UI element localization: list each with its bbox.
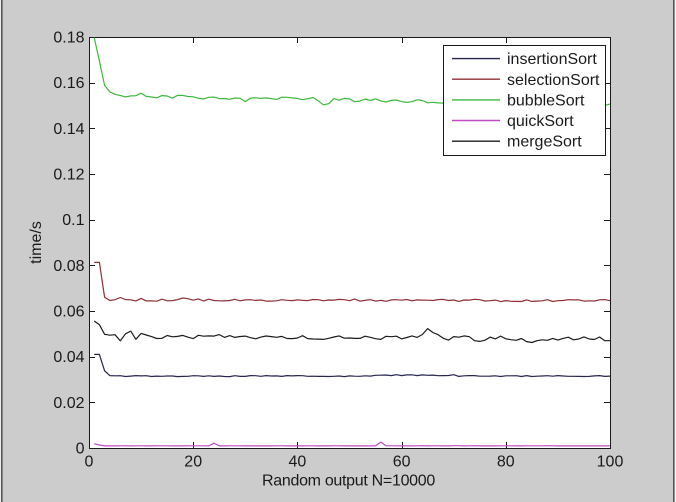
svg-text:60: 60	[393, 454, 411, 471]
svg-text:20: 20	[184, 454, 202, 471]
svg-text:0.12: 0.12	[53, 167, 84, 184]
svg-text:bubbleSort: bubbleSort	[507, 92, 585, 109]
svg-text:0.08: 0.08	[53, 258, 84, 275]
svg-text:0.1: 0.1	[62, 212, 84, 229]
svg-text:time/s: time/s	[28, 221, 45, 264]
svg-text:0.02: 0.02	[53, 395, 84, 412]
svg-text:Random output N=10000: Random output N=10000	[262, 473, 435, 490]
svg-text:40: 40	[289, 454, 307, 471]
svg-text:0.04: 0.04	[53, 349, 84, 366]
svg-text:0: 0	[76, 441, 85, 458]
svg-text:insertionSort: insertionSort	[507, 51, 597, 68]
svg-text:selectionSort: selectionSort	[507, 72, 600, 89]
svg-text:quickSort: quickSort	[507, 113, 574, 130]
svg-text:0.06: 0.06	[53, 304, 84, 321]
svg-text:100: 100	[597, 454, 624, 471]
svg-text:80: 80	[497, 454, 515, 471]
svg-text:0.16: 0.16	[53, 75, 84, 92]
svg-text:0.14: 0.14	[53, 121, 84, 138]
svg-text:0: 0	[85, 454, 94, 471]
svg-text:0.18: 0.18	[53, 30, 84, 47]
svg-text:mergeSort: mergeSort	[507, 134, 582, 151]
